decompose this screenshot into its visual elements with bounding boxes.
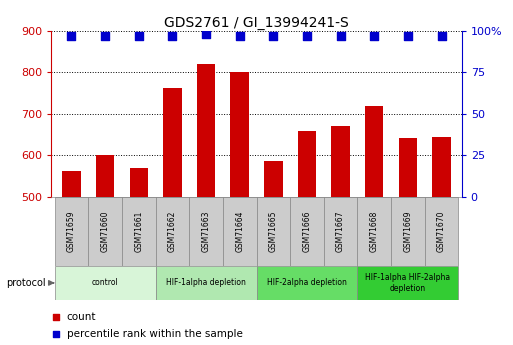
Point <box>235 33 244 39</box>
Text: GSM71666: GSM71666 <box>303 210 311 252</box>
Text: GSM71660: GSM71660 <box>101 210 110 252</box>
Bar <box>298 131 316 197</box>
Bar <box>129 168 148 197</box>
Bar <box>331 126 350 197</box>
Bar <box>122 197 155 266</box>
Bar <box>197 64 215 197</box>
Text: HIF-1alpha depletion: HIF-1alpha depletion <box>166 278 246 287</box>
Title: GDS2761 / GI_13994241-S: GDS2761 / GI_13994241-S <box>164 16 349 30</box>
Text: GSM71670: GSM71670 <box>437 210 446 252</box>
Point <box>404 33 412 39</box>
Point <box>101 33 109 39</box>
Bar <box>96 155 114 197</box>
Text: GSM71668: GSM71668 <box>370 210 379 252</box>
Bar <box>230 72 249 197</box>
Text: percentile rank within the sample: percentile rank within the sample <box>67 329 243 339</box>
Bar <box>155 197 189 266</box>
Text: GSM71659: GSM71659 <box>67 210 76 252</box>
Bar <box>425 197 458 266</box>
Bar <box>399 138 417 197</box>
Text: GSM71661: GSM71661 <box>134 210 143 252</box>
Point <box>52 314 61 319</box>
Point <box>337 33 345 39</box>
Text: GSM71664: GSM71664 <box>235 210 244 252</box>
Text: GSM71663: GSM71663 <box>202 210 210 252</box>
Point <box>269 33 278 39</box>
Bar <box>55 197 88 266</box>
Text: protocol: protocol <box>7 278 46 288</box>
Bar <box>290 197 324 266</box>
Text: GSM71665: GSM71665 <box>269 210 278 252</box>
Bar <box>358 266 458 300</box>
Bar <box>62 170 81 197</box>
Text: control: control <box>92 278 119 287</box>
Bar <box>256 266 358 300</box>
Point <box>202 32 210 37</box>
Point <box>168 33 176 39</box>
Text: HIF-2alpha depletion: HIF-2alpha depletion <box>267 278 347 287</box>
Text: HIF-1alpha HIF-2alpha
depletion: HIF-1alpha HIF-2alpha depletion <box>365 273 450 293</box>
Point <box>303 33 311 39</box>
Bar <box>324 197 358 266</box>
Bar <box>189 197 223 266</box>
Bar <box>432 137 451 197</box>
Bar <box>88 197 122 266</box>
Text: GSM71669: GSM71669 <box>403 210 412 252</box>
Point <box>370 33 379 39</box>
Point <box>438 33 446 39</box>
Bar <box>163 88 182 197</box>
Bar <box>256 197 290 266</box>
Bar <box>264 161 283 197</box>
Bar <box>223 197 256 266</box>
Point <box>67 33 75 39</box>
Text: GSM71662: GSM71662 <box>168 210 177 252</box>
Bar <box>155 266 256 300</box>
Bar <box>391 197 425 266</box>
Bar <box>358 197 391 266</box>
Point <box>52 331 61 337</box>
Bar <box>365 106 384 197</box>
Text: GSM71667: GSM71667 <box>336 210 345 252</box>
Text: count: count <box>67 312 96 322</box>
Bar <box>55 266 155 300</box>
Point <box>134 33 143 39</box>
